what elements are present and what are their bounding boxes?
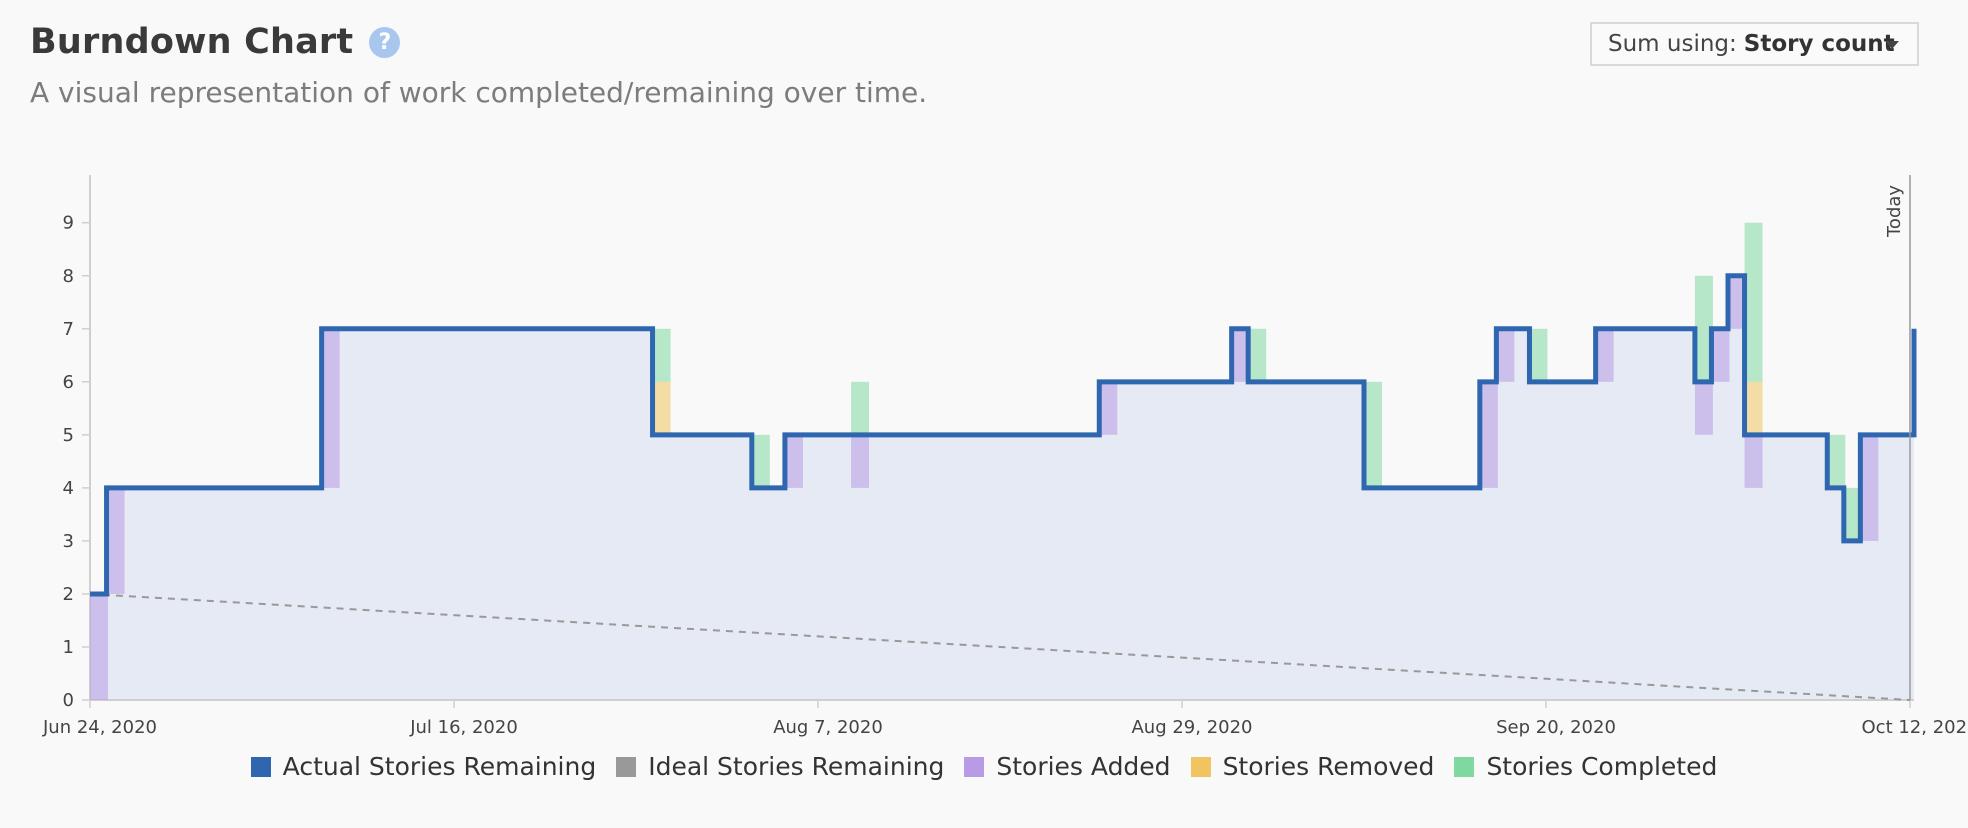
- added-bar: [1099, 381, 1118, 435]
- added-bar: [1595, 328, 1614, 382]
- added-bar: [106, 487, 125, 594]
- legend-swatch-removed: [1190, 756, 1211, 777]
- y-tick-label: 2: [63, 584, 74, 605]
- added-bar: [321, 328, 340, 488]
- added-bar: [1231, 328, 1250, 382]
- added-bar: [1479, 381, 1498, 488]
- completed-bar: [1827, 434, 1846, 488]
- completed-bar: [652, 328, 671, 382]
- page-title: Burndown Chart: [30, 22, 354, 62]
- added-bar: [1744, 434, 1763, 488]
- y-tick-label: 5: [63, 425, 74, 446]
- legend-swatch-actual: [250, 756, 271, 777]
- completed-bar: [1694, 275, 1713, 382]
- x-tick-label: Jul 16, 2020: [409, 717, 518, 738]
- legend-label-removed: Stories Removed: [1222, 752, 1435, 781]
- x-tick-label: Oct 12, 2020: [1862, 717, 1968, 738]
- added-bar: [1860, 434, 1879, 541]
- chevron-down-icon: [1885, 41, 1899, 49]
- removed-bar: [652, 381, 671, 435]
- sum-using-dropdown[interactable]: Sum using: Story count: [1590, 22, 1919, 66]
- completed-bar: [1744, 222, 1763, 382]
- sum-using-label: Sum using:: [1608, 31, 1737, 57]
- chart-legend: Actual Stories Remaining Ideal Stories R…: [0, 752, 1968, 781]
- completed-bar: [1529, 328, 1548, 382]
- legend-label-completed: Stories Completed: [1486, 752, 1718, 781]
- completed-bar: [1248, 328, 1267, 382]
- y-tick-label: 0: [63, 690, 74, 711]
- added-bar: [851, 434, 870, 488]
- legend-item-actual[interactable]: Actual Stories Remaining: [250, 752, 597, 781]
- actual-line: [90, 273, 1917, 597]
- x-tick-label: Sep 20, 2020: [1496, 717, 1616, 738]
- added-bar: [1496, 328, 1515, 382]
- x-tick-label: Aug 29, 2020: [1131, 717, 1252, 738]
- completed-bar: [1364, 381, 1382, 488]
- completed-bar: [751, 434, 770, 488]
- y-tick-label: 8: [63, 266, 74, 287]
- completed-bar: [1843, 487, 1862, 541]
- added-bar: [1694, 381, 1713, 435]
- legend-item-completed[interactable]: Stories Completed: [1454, 752, 1717, 781]
- added-bar: [1728, 275, 1746, 329]
- legend-item-added[interactable]: Stories Added: [964, 752, 1171, 781]
- actual-area: [90, 275, 1914, 700]
- legend-swatch-added: [964, 756, 985, 777]
- page-subtitle: A visual representation of work complete…: [30, 76, 928, 109]
- x-tick-label: Jun 24, 2020: [42, 717, 157, 738]
- x-tick-label: Aug 7, 2020: [773, 717, 883, 738]
- y-tick-label: 3: [63, 531, 74, 552]
- y-tick-label: 6: [63, 372, 74, 393]
- chart-header: Burndown Chart ? A visual representation…: [30, 22, 927, 109]
- legend-label-added: Stories Added: [996, 752, 1171, 781]
- legend-label-actual: Actual Stories Remaining: [282, 752, 597, 781]
- legend-label-ideal: Ideal Stories Remaining: [648, 752, 945, 781]
- y-tick-label: 4: [63, 478, 74, 499]
- y-tick-label: 9: [63, 213, 74, 234]
- legend-swatch-ideal: [616, 756, 637, 777]
- ideal-line: [89, 592, 1911, 701]
- removed-bar: [1744, 381, 1763, 435]
- legend-swatch-completed: [1454, 756, 1475, 777]
- sum-using-value: Story count: [1743, 31, 1895, 57]
- added-bar: [90, 593, 108, 700]
- title-row: Burndown Chart ?: [30, 22, 927, 62]
- legend-item-ideal[interactable]: Ideal Stories Remaining: [616, 752, 944, 781]
- y-tick-label: 1: [63, 637, 74, 658]
- burndown-chart: 0 1 2 3 4 5 6 7 8 9 Jun 24, 2020 Jul 16, 2020 Aug 7,…: [42, 175, 1968, 738]
- today-label: Today: [1884, 185, 1905, 238]
- question-circle-icon[interactable]: ?: [369, 26, 401, 58]
- added-bar: [784, 434, 803, 488]
- legend-item-removed[interactable]: Stories Removed: [1190, 752, 1435, 781]
- added-bar: [1711, 328, 1730, 382]
- y-tick-label: 7: [63, 319, 74, 340]
- completed-bar: [851, 381, 870, 435]
